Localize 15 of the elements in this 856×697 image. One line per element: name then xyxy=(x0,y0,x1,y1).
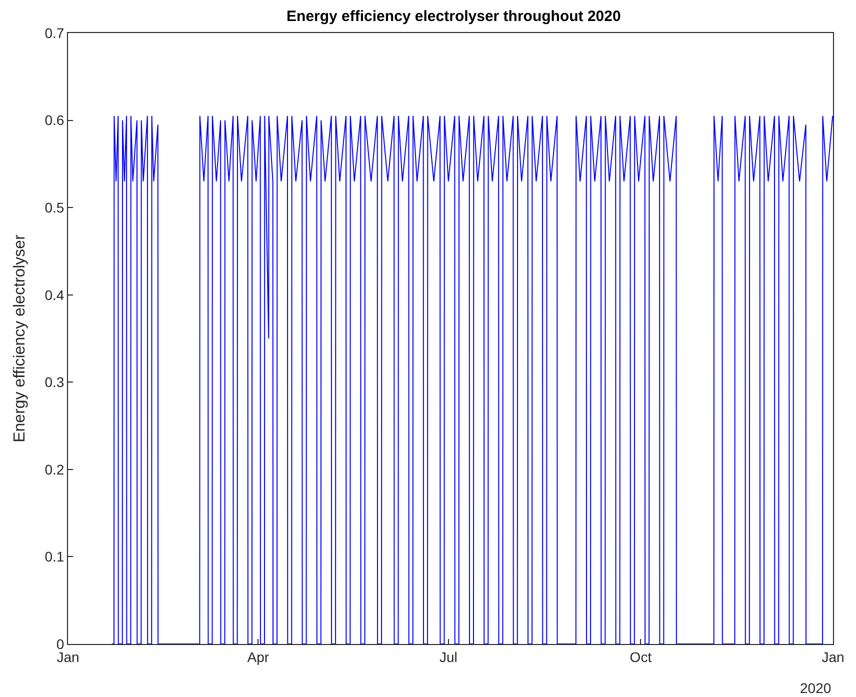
y-tick-label: 0.4 xyxy=(44,286,64,303)
chart-title: Energy efficiency electrolyser throughout 2020 xyxy=(286,8,621,25)
x-tick-label: Jan xyxy=(822,648,844,665)
x-tick-label: Apr xyxy=(247,648,270,665)
x-tick-label: Jul xyxy=(439,648,458,665)
y-tick-label: 0.6 xyxy=(44,112,64,128)
x-tick-label: Oct xyxy=(630,648,652,665)
line-series xyxy=(111,115,833,644)
y-tick-label: 0.5 xyxy=(44,199,64,216)
y-axis-title: Energy efficiency electrolyser xyxy=(12,234,29,442)
y-tick-label: 0.3 xyxy=(44,374,64,390)
y-tick-label: 0.2 xyxy=(44,461,64,478)
y-tick-label: 0.1 xyxy=(44,548,64,565)
y-tick-label: 0.7 xyxy=(44,24,64,41)
text: 2020 xyxy=(800,680,832,696)
